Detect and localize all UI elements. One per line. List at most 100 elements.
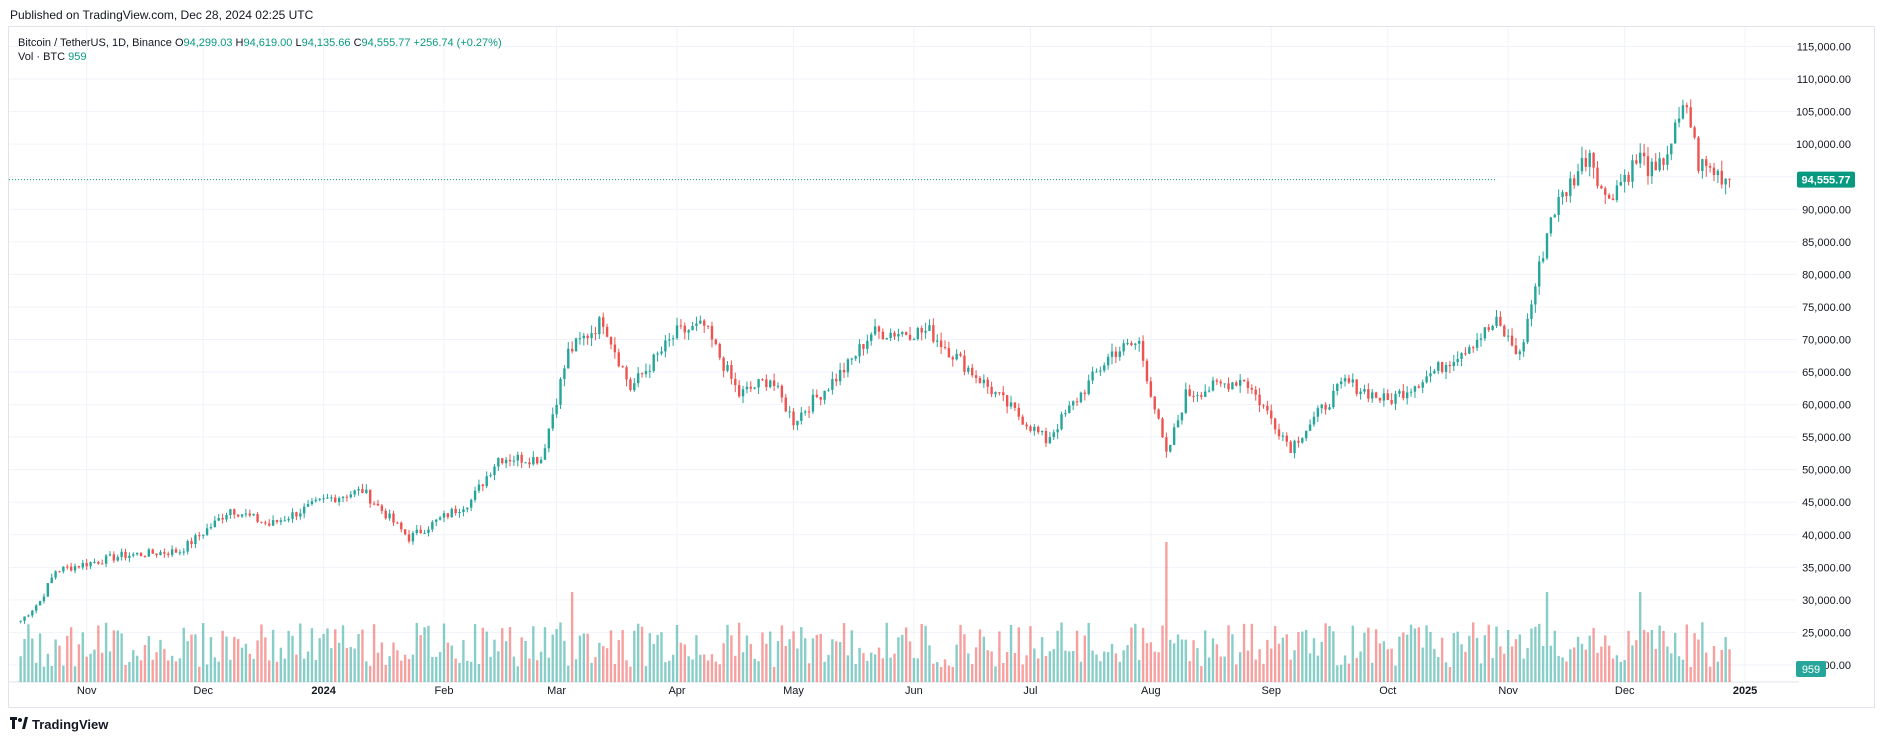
candle-body [442,513,446,518]
candle-body [1029,426,1032,431]
candle-body [594,333,597,335]
volume-bar [866,660,869,682]
candle-body [974,375,978,378]
volume-bar [1134,623,1137,682]
candle-body [50,577,53,584]
volume-bar [1584,649,1588,682]
candle-body [893,332,896,337]
volume-bar [85,656,88,682]
candle-body [726,365,729,371]
candle-body [897,333,900,337]
candle-body [1079,392,1083,403]
volume-label[interactable]: Vol · BTC [18,51,66,63]
low-value: 94,135.66 [301,37,351,49]
volume-bar [1044,656,1048,682]
candle-body [194,535,197,545]
volume-bar [602,646,605,682]
candle-body [1693,127,1696,138]
volume-bar [1215,644,1219,682]
candle-body [322,498,325,500]
volume-bar [718,664,721,682]
volume-bar [1553,630,1556,682]
volume-bar [403,654,407,682]
volume-bar [741,652,745,682]
volume-bar [1592,627,1595,682]
volume-bar [431,656,434,682]
volume-bar [233,636,236,682]
volume-value: 959 [68,51,87,63]
volume-bar [1064,650,1067,682]
y-tick-label: 80,000.00 [1802,269,1851,281]
volume-bar [1371,662,1374,682]
candle-body [42,596,46,602]
candle-body [1487,327,1490,330]
volume-bar [1165,542,1168,682]
volume-bar [194,634,197,682]
candle-body [174,549,178,553]
volume-bar [1091,650,1094,682]
candle-body [233,509,236,515]
volume-bar [827,654,830,682]
candle-body [392,513,395,523]
price-chart[interactable]: 115,000.00 110,000.00 105,000.00 100,000.00… [9,27,1875,707]
volume-bar [536,660,539,682]
volume-bar [819,633,822,682]
volume-bar [656,634,659,682]
candle-body [1126,343,1129,345]
volume-bar [116,630,119,682]
candle-body [644,371,648,375]
volume-bar [749,643,753,682]
volume-bar [260,624,263,682]
candle-body [870,334,873,341]
low-label: L [295,37,302,49]
candle-body [1569,178,1572,197]
volume-bar [1681,659,1685,682]
candle-body [248,513,251,516]
volume-bar [34,662,38,682]
symbol-label[interactable]: Bitcoin / TetherUS, 1D, Binance [18,37,172,49]
candle-body [547,428,551,449]
volume-bar [1518,634,1522,682]
volume-bar [877,647,881,682]
volume-bar [450,645,453,682]
volume-bar [769,631,772,682]
candle-body [1332,390,1335,408]
candle-body [955,353,958,360]
candle-body [605,326,609,337]
candle-body [1518,351,1522,355]
volume-bar [147,636,151,682]
candle-body [1188,389,1191,396]
candle-body [353,490,356,495]
candle-body [536,457,539,464]
candle-body [411,533,415,542]
volume-bar [1452,633,1455,682]
candle-body [1557,196,1560,215]
y-tick-label: 105,000.00 [1796,107,1851,119]
volume-bar [1588,635,1591,682]
volume-bar [27,624,30,682]
candle-body [1371,392,1374,399]
volume-bar [1013,653,1017,682]
candle-body [504,459,508,464]
volume-bar [240,647,244,682]
candle-body [415,529,419,534]
volume-bar [1262,663,1265,682]
tradingview-logo[interactable]: TradingView [10,717,108,732]
volume-bar [1708,666,1712,682]
volume-bar [1716,661,1720,682]
candle-body [334,497,337,503]
volume-bar [1207,657,1211,682]
candle-body [1095,371,1098,373]
volume-bar [1266,639,1269,682]
volume-bar [46,653,50,682]
volume-bar [1673,632,1677,682]
volume-bar [901,634,904,682]
volume-bar [644,666,648,682]
volume-bar [170,655,174,682]
candle-body [431,521,434,530]
volume-bar [489,656,492,682]
candle-body [1472,347,1475,349]
volume-bar [780,625,784,682]
candle-body [761,379,764,381]
volume-bar [236,639,240,682]
